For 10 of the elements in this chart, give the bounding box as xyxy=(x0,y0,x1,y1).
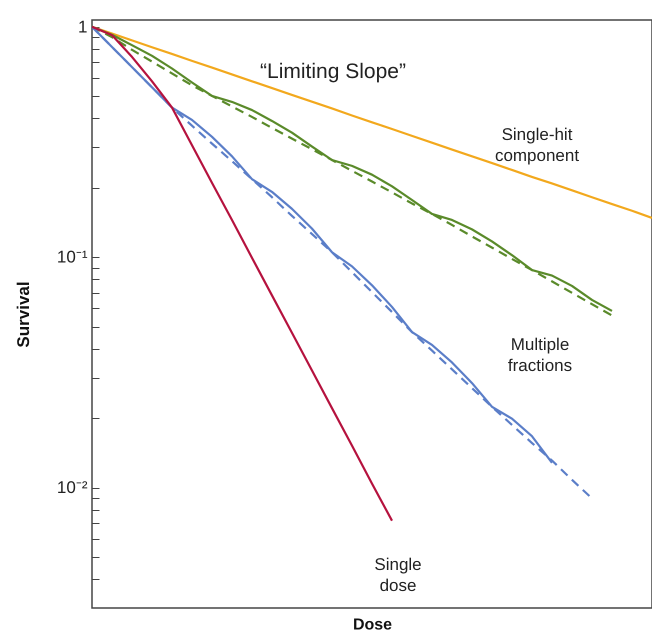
y-tick-label: 10⁻¹ xyxy=(56,248,88,267)
y-axis-title: Survival xyxy=(14,281,33,348)
line-series xyxy=(92,26,652,220)
annotation: “Limiting Slope” xyxy=(260,60,406,83)
annotation: Single dose xyxy=(374,555,422,595)
y-tick-label: 10⁻² xyxy=(56,478,88,498)
annotation: Single-hit component xyxy=(494,125,580,165)
y-tick-label: 1 xyxy=(78,17,88,36)
annotation: Multiple fractions xyxy=(508,335,572,375)
x-axis-title: Dose xyxy=(352,616,392,634)
